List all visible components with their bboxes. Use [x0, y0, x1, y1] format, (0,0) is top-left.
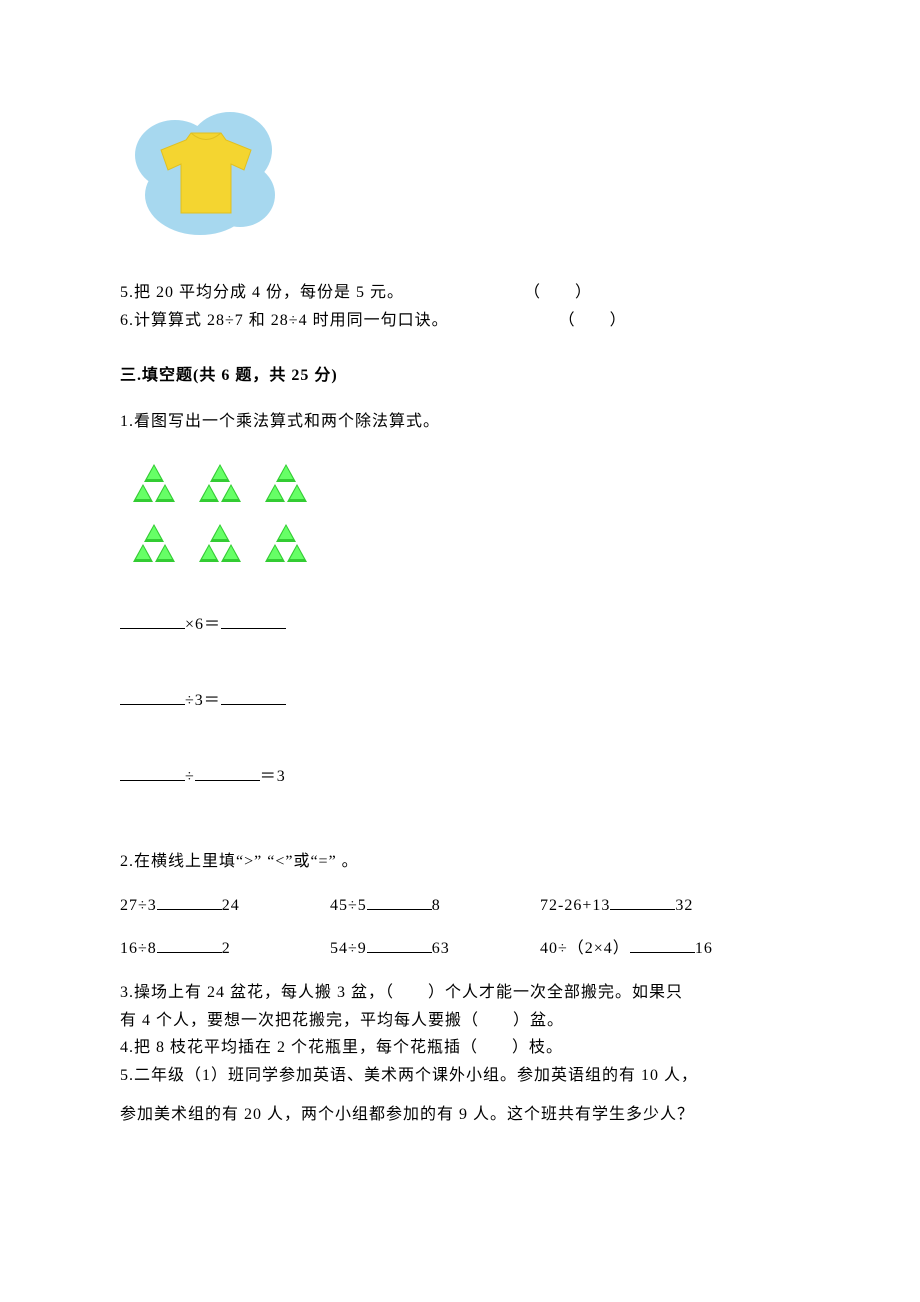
triangle-row — [130, 544, 810, 562]
triangle-icon — [287, 484, 307, 502]
s3-q2: 2.在横线上里填“>” “<”或“=” 。 — [120, 849, 810, 875]
equation-multiply: ×6＝ — [120, 612, 810, 638]
triangle-icon — [210, 464, 230, 482]
question-6: 6.计算算式 28÷7 和 28÷4 时用同一句口诀。 （ ） — [120, 308, 810, 334]
blank-input[interactable] — [120, 764, 185, 781]
q6-paren: （ ） — [559, 308, 627, 334]
shirt-illustration — [130, 100, 280, 250]
triangle-icon — [265, 484, 285, 502]
compare-item: 27÷3 24 — [120, 893, 330, 919]
triangle-icon — [265, 544, 285, 562]
blank-input[interactable] — [157, 893, 222, 910]
s3-q5-line1: 5.二年级（1）班同学参加英语、美术两个课外小组。参加英语组的有 10 人， — [120, 1063, 810, 1089]
triangle-icon — [144, 464, 164, 482]
s3-q5-line2: 参加美术组的有 20 人，两个小组都参加的有 9 人。这个班共有学生多少人？ — [120, 1102, 810, 1128]
triangle-icon — [221, 544, 241, 562]
eq3-suf: ＝3 — [260, 768, 286, 785]
triangle-icon — [276, 524, 296, 542]
blank-input[interactable] — [367, 893, 432, 910]
blank-input[interactable] — [195, 764, 260, 781]
cmp-rhs: 32 — [675, 897, 693, 914]
compare-item: 16÷8 2 — [120, 936, 330, 962]
cmp-rhs: 63 — [432, 940, 450, 957]
equation-divide-2: ÷ ＝3 — [120, 764, 810, 790]
compare-item: 40÷（2×4） 16 — [540, 936, 713, 962]
triangle-row — [130, 464, 810, 482]
eq2-mid: ÷3＝ — [185, 692, 221, 709]
blank-input[interactable] — [157, 936, 222, 953]
triangle-figure — [130, 464, 810, 562]
cmp-rhs: 16 — [695, 940, 713, 957]
triangle-icon — [199, 544, 219, 562]
worksheet-page: 5.把 20 平均分成 4 份，每份是 5 元。 （ ） 6.计算算式 28÷7… — [0, 0, 920, 1302]
triangle-icon — [276, 464, 296, 482]
triangle-row — [130, 484, 810, 502]
cmp-rhs: 2 — [222, 940, 231, 957]
blank-input[interactable] — [221, 612, 286, 629]
triangle-row — [130, 524, 810, 542]
cmp-lhs: 40÷（2×4） — [540, 940, 630, 957]
triangle-icon — [155, 484, 175, 502]
triangle-icon — [155, 544, 175, 562]
triangle-icon — [133, 484, 153, 502]
blank-input[interactable] — [120, 688, 185, 705]
s3-q1: 1.看图写出一个乘法算式和两个除法算式。 — [120, 409, 810, 435]
q5-text: 5.把 20 平均分成 4 份，每份是 5 元。 — [120, 284, 404, 301]
cmp-lhs: 72-26+13 — [540, 897, 610, 914]
cmp-rhs: 24 — [222, 897, 240, 914]
triangle-icon — [287, 544, 307, 562]
cmp-rhs: 8 — [432, 897, 441, 914]
triangle-icon — [133, 544, 153, 562]
compare-row-1: 27÷3 24 45÷5 8 72-26+13 32 — [120, 893, 810, 919]
blank-input[interactable] — [630, 936, 695, 953]
s3-q3-line2: 有 4 个人，要想一次把花搬完，平均每人要搬（ ）盆。 — [120, 1008, 810, 1034]
compare-item: 45÷5 8 — [330, 893, 540, 919]
triangle-icon — [144, 524, 164, 542]
eq3-mid: ÷ — [185, 768, 195, 785]
eq1-mid: ×6＝ — [185, 616, 221, 633]
equation-divide-1: ÷3＝ — [120, 688, 810, 714]
section-3-heading: 三.填空题(共 6 题，共 25 分) — [120, 363, 810, 389]
triangle-icon — [221, 484, 241, 502]
triangle-icon — [210, 524, 230, 542]
cmp-lhs: 45÷5 — [330, 897, 367, 914]
blank-input[interactable] — [221, 688, 286, 705]
blank-input[interactable] — [367, 936, 432, 953]
triangle-icon — [199, 484, 219, 502]
s3-q4: 4.把 8 枝花平均插在 2 个花瓶里，每个花瓶插（ ）枝。 — [120, 1035, 810, 1061]
q6-text: 6.计算算式 28÷7 和 28÷4 时用同一句口诀。 — [120, 312, 449, 329]
shirt-icon — [156, 128, 256, 218]
blank-input[interactable] — [120, 612, 185, 629]
compare-row-2: 16÷8 2 54÷9 63 40÷（2×4） 16 — [120, 936, 810, 962]
cmp-lhs: 54÷9 — [330, 940, 367, 957]
cmp-lhs: 27÷3 — [120, 897, 157, 914]
s3-q3-line1: 3.操场上有 24 盆花，每人搬 3 盆，（ ）个人才能一次全部搬完。如果只 — [120, 980, 810, 1006]
compare-item: 54÷9 63 — [330, 936, 540, 962]
blank-input[interactable] — [610, 893, 675, 910]
q5-paren: （ ） — [524, 280, 592, 306]
compare-item: 72-26+13 32 — [540, 893, 693, 919]
cmp-lhs: 16÷8 — [120, 940, 157, 957]
question-5: 5.把 20 平均分成 4 份，每份是 5 元。 （ ） — [120, 280, 810, 306]
